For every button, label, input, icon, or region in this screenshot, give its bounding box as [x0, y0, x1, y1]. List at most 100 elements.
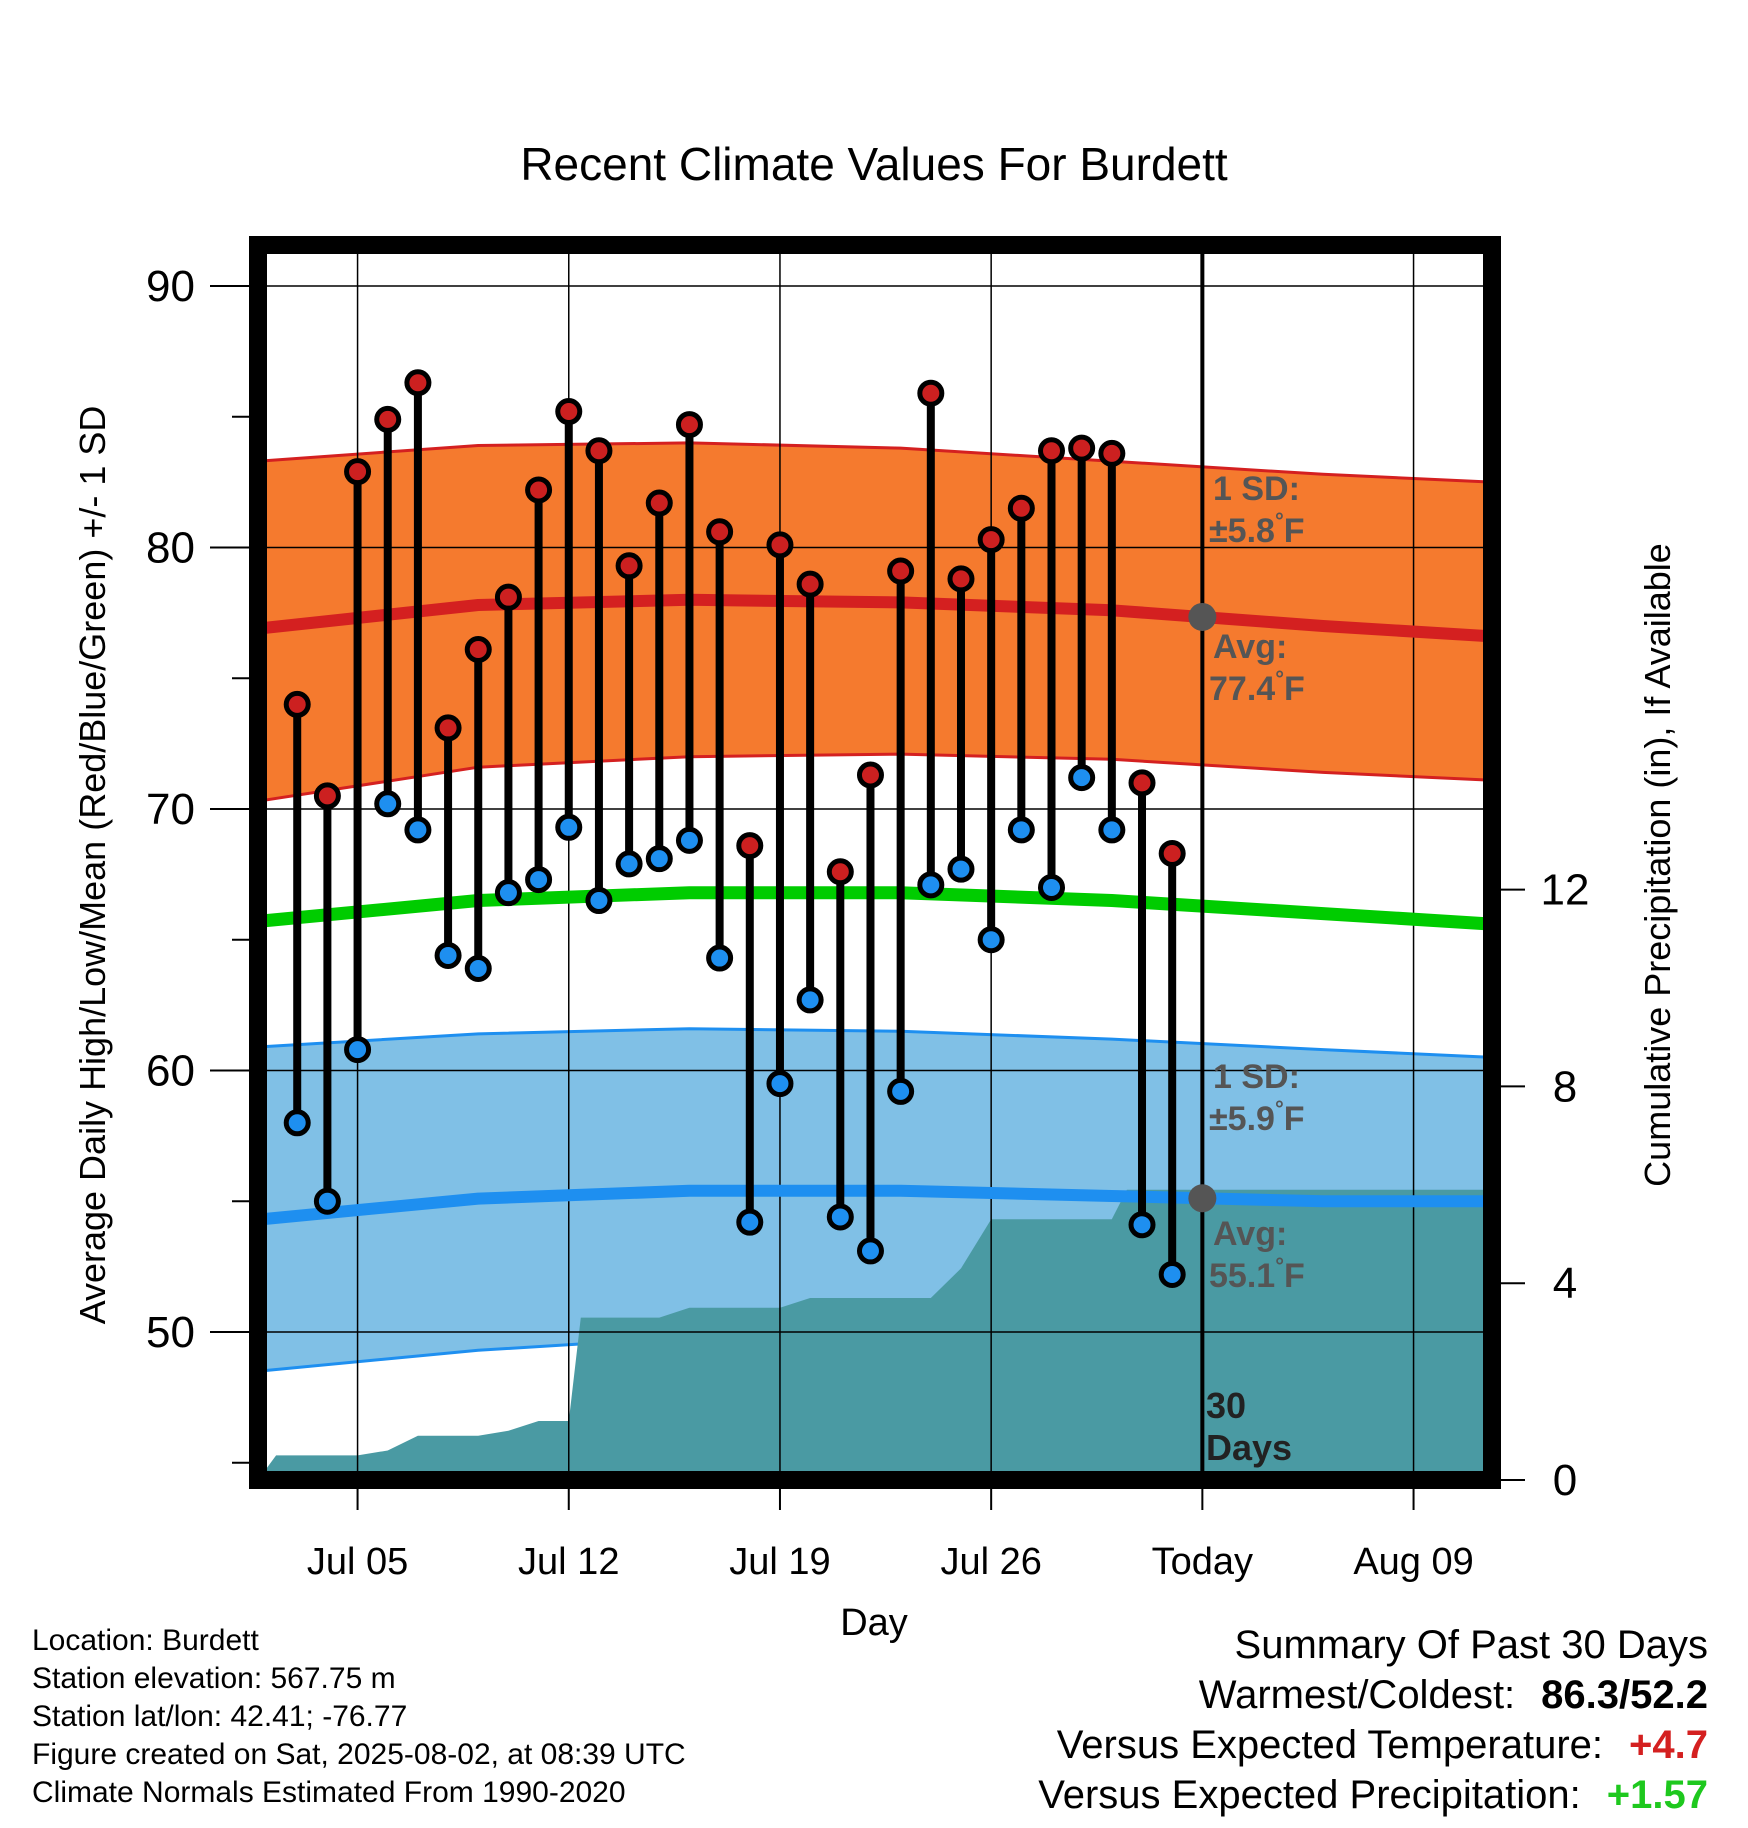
observed-low-point	[313, 1187, 341, 1215]
right-axis: 0 4 8 12	[1501, 866, 1589, 1505]
elevation-line: Station elevation: 567.75 m	[32, 1662, 396, 1695]
observed-low-point	[796, 986, 824, 1014]
observed-low-point	[675, 826, 703, 854]
observed-high-point	[887, 557, 915, 585]
observed-high-point	[374, 405, 402, 433]
warmest-coldest-row: Warmest/Coldest: 86.3/52.2	[1038, 1670, 1708, 1720]
x-tick-label: Jul 19	[729, 1541, 830, 1583]
y-tick-label: 90	[146, 262, 195, 311]
observed-high-point	[736, 832, 764, 860]
observed-high-point	[856, 761, 884, 789]
created-line: Figure created on Sat, 2025-08-02, at 08…	[32, 1738, 686, 1771]
observed-low-point	[464, 955, 492, 983]
observed-high-point	[464, 635, 492, 663]
location-line: Location: Burdett	[32, 1624, 259, 1657]
observed-high-point	[1068, 434, 1096, 462]
y2-axis-label: Cumulative Precipitation (in), If Availa…	[1637, 543, 1678, 1187]
observed-high-point	[947, 565, 975, 593]
chart-title: Recent Climate Values For Burdett	[520, 138, 1228, 190]
summary-panel: Summary Of Past 30 Days Warmest/Coldest:…	[1038, 1620, 1708, 1820]
observed-high-point	[1007, 494, 1035, 522]
days-annotation-number: 30	[1206, 1385, 1246, 1426]
temp-anomaly-label: Versus Expected Temperature:	[1056, 1723, 1604, 1767]
observed-low-point	[1038, 873, 1066, 901]
low-avg-annotation: Avg:55.1°F	[1209, 1215, 1305, 1295]
normals-line: Climate Normals Estimated From 1990-2020	[32, 1776, 626, 1809]
warmest-coldest-value: 86.3/52.2	[1541, 1673, 1708, 1717]
observed-low-point	[404, 816, 432, 844]
high-sd-annotation-line1: 1 SD:	[1213, 470, 1300, 508]
y-tick-label: 80	[146, 524, 195, 573]
observed-high-point	[585, 437, 613, 465]
observed-high-point	[766, 531, 794, 559]
observed-high-point	[1098, 439, 1126, 467]
observed-low-point	[555, 813, 583, 841]
normal-low-line	[257, 1184, 1492, 1226]
observed-low-point	[1007, 816, 1035, 844]
observed-high-point	[283, 690, 311, 718]
plot-frame	[249, 236, 1501, 1489]
observed-high-point	[1128, 769, 1156, 797]
observed-low-point	[1158, 1260, 1186, 1288]
observed-low-point	[1098, 816, 1126, 844]
observed-high-point	[1038, 437, 1066, 465]
y-tick-label: 70	[146, 785, 195, 834]
high-sd-upper-edge	[257, 441, 1493, 484]
warmest-coldest-label: Warmest/Coldest:	[1198, 1673, 1516, 1717]
x-tick-label: Jul 26	[940, 1541, 1041, 1583]
low-avg-annotation-line1: Avg:	[1213, 1215, 1287, 1253]
low-sd-annotation: 1 SD:±5.9°F	[1209, 1058, 1305, 1138]
observed-high-point	[404, 369, 432, 397]
precip-anomaly-label: Versus Expected Precipitation:	[1038, 1773, 1581, 1817]
observed-high-point	[525, 476, 553, 504]
high-avg-annotation-line1: Avg:	[1213, 628, 1287, 666]
observed-high-point	[826, 858, 854, 886]
today-high-normal-marker	[1188, 602, 1217, 631]
temp-anomaly-row: Versus Expected Temperature: +4.7	[1038, 1720, 1708, 1770]
observed-low-point	[344, 1036, 372, 1064]
observed-low-point	[977, 926, 1005, 954]
days-annotation-word: Days	[1206, 1427, 1292, 1468]
observed-high-point	[434, 714, 462, 742]
observed-high-point	[313, 782, 341, 810]
x-tick-label: Jul 05	[307, 1541, 408, 1583]
observed-low-point	[736, 1208, 764, 1236]
low-avg-annotation-line2: 55.1°F	[1209, 1253, 1305, 1295]
left-axis: 50 60 70 80 90	[146, 262, 249, 1464]
latlon-line: Station lat/lon: 42.41; -76.77	[32, 1700, 408, 1733]
y-axis-label: Average Daily High/Low/Mean (Red/Blue/Gr…	[72, 406, 113, 1325]
observed-low-point	[585, 887, 613, 915]
observed-high-point	[645, 489, 673, 517]
observed-low-point	[1068, 764, 1096, 792]
observed-high-point	[615, 552, 643, 580]
observed-high-point	[675, 411, 703, 439]
observed-high-point	[344, 458, 372, 486]
y2-tick-label: 8	[1553, 1062, 1577, 1111]
observed-low-point	[947, 855, 975, 883]
precip-anomaly-value: +1.57	[1606, 1773, 1708, 1817]
x-tick-label: Aug 09	[1353, 1541, 1473, 1583]
observed-low-point	[766, 1070, 794, 1098]
observed-high-point	[796, 570, 824, 598]
observed-low-point	[525, 866, 553, 894]
observed-high-point	[977, 526, 1005, 554]
summary-heading: Summary Of Past 30 Days	[1234, 1623, 1708, 1667]
observed-low-point	[645, 845, 673, 873]
x-axis: Jul 05 Jul 12 Jul 19 Jul 26 Today Aug 09	[307, 1489, 1474, 1583]
y-tick-label: 60	[146, 1047, 195, 1096]
observed-low-point	[887, 1077, 915, 1105]
low-sd-annotation-line2: ±5.9°F	[1209, 1096, 1305, 1138]
high-sd-annotation: 1 SD:±5.8°F	[1209, 470, 1305, 550]
observed-low-point	[706, 944, 734, 972]
normal-mean-line	[257, 886, 1493, 931]
observed-low-point	[434, 941, 462, 969]
station-info: Location: Burdett Station elevation: 567…	[32, 1622, 686, 1812]
observed-low-point	[615, 850, 643, 878]
x-axis-label: Day	[840, 1602, 908, 1644]
observed-low-point	[374, 790, 402, 818]
observed-high-point	[917, 379, 945, 407]
high-avg-annotation: Avg:77.4°F	[1209, 628, 1305, 708]
